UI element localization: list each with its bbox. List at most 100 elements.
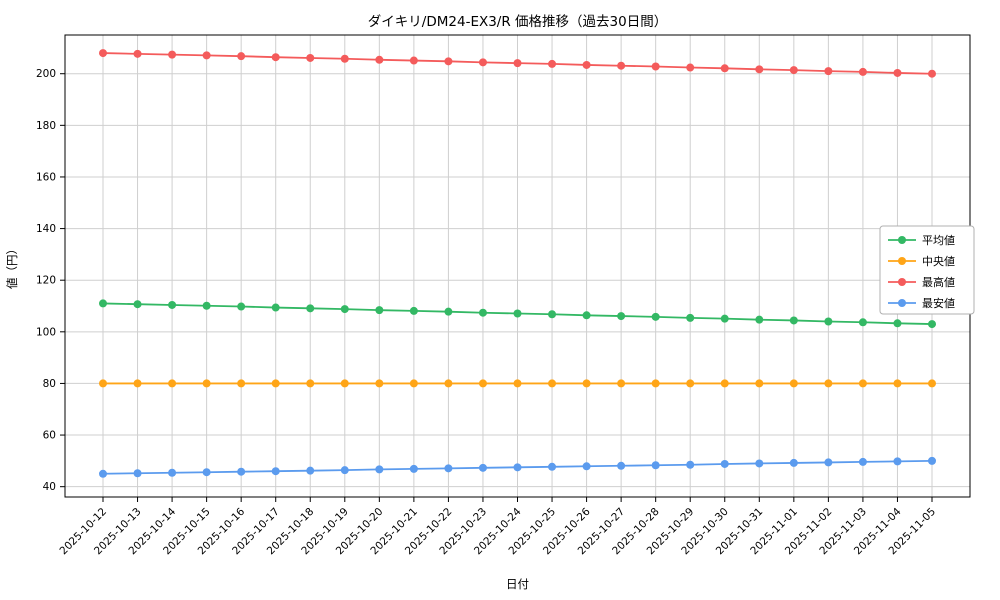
y-axis-label: 値（円） (5, 243, 19, 289)
data-point (582, 60, 591, 69)
data-point (617, 379, 626, 388)
data-point (548, 379, 557, 388)
legend-marker (898, 278, 906, 286)
data-point (375, 465, 384, 474)
data-point (824, 379, 833, 388)
data-point (444, 464, 453, 473)
data-point (202, 468, 211, 477)
data-point (858, 318, 867, 327)
data-point (686, 379, 695, 388)
data-point (271, 53, 280, 62)
data-point (928, 69, 936, 78)
data-point (789, 66, 798, 75)
data-point (375, 379, 384, 388)
data-point (99, 379, 107, 388)
series-最安値 (99, 456, 936, 478)
data-point (168, 468, 177, 477)
data-point (582, 311, 591, 320)
data-point (617, 312, 626, 321)
data-point (409, 306, 418, 315)
data-point (893, 379, 902, 388)
data-point (617, 461, 626, 470)
data-point (928, 379, 936, 388)
data-point (237, 467, 246, 476)
data-point (444, 307, 453, 316)
data-point (478, 58, 487, 67)
data-point (858, 67, 867, 76)
data-point (306, 304, 315, 313)
data-point (340, 466, 349, 475)
y-tick-label: 160 (36, 171, 56, 183)
x-axis-ticks: 2025-10-122025-10-132025-10-142025-10-15… (57, 497, 938, 557)
data-point (478, 463, 487, 472)
data-point (444, 57, 453, 66)
data-point (237, 52, 246, 61)
data-point (202, 301, 211, 310)
y-tick-label: 80 (43, 378, 56, 390)
data-point (928, 456, 936, 465)
data-point (582, 462, 591, 471)
data-point (202, 51, 211, 60)
y-axis-ticks: 40 60 80 100 120 140 160 180 200 (36, 68, 65, 493)
y-tick-label: 180 (36, 120, 56, 132)
data-point (858, 379, 867, 388)
chart-title: ダイキリ/DM24-EX3/R 価格推移（過去30日間） (367, 14, 668, 30)
data-point (513, 309, 522, 318)
data-point (651, 312, 660, 321)
data-point (789, 316, 798, 325)
data-point (789, 379, 798, 388)
legend-marker (898, 257, 906, 265)
data-point (513, 463, 522, 472)
legend-marker (898, 299, 906, 307)
data-point (306, 53, 315, 62)
data-point (755, 459, 764, 468)
data-point (133, 300, 142, 309)
data-point (789, 458, 798, 467)
series-中央値 (99, 379, 936, 388)
data-point (340, 379, 349, 388)
data-point (720, 314, 729, 323)
legend-box (879, 225, 975, 315)
data-point (306, 466, 315, 475)
data-point (99, 469, 107, 478)
data-point (168, 50, 177, 59)
data-point (686, 63, 695, 72)
data-point (755, 315, 764, 324)
legend-label: 最高値 (922, 275, 955, 289)
data-point (271, 467, 280, 476)
data-point (409, 379, 418, 388)
data-point (133, 379, 142, 388)
data-point (271, 303, 280, 312)
data-point (582, 379, 591, 388)
data-point (824, 67, 833, 76)
data-point (893, 457, 902, 466)
data-point (686, 460, 695, 469)
data-point (306, 379, 315, 388)
data-point (133, 469, 142, 478)
data-point (858, 457, 867, 466)
y-tick-label: 140 (36, 223, 56, 235)
data-point (720, 64, 729, 73)
data-point (651, 379, 660, 388)
data-point (409, 464, 418, 473)
data-point (168, 300, 177, 309)
data-point (720, 459, 729, 468)
data-point (548, 310, 557, 319)
data-point (99, 49, 107, 58)
data-point (99, 299, 107, 308)
legend-marker (898, 236, 906, 244)
data-point (444, 379, 453, 388)
series-最高値 (99, 49, 936, 78)
data-point (824, 317, 833, 326)
data-point (133, 49, 142, 58)
y-tick-label: 40 (43, 481, 56, 493)
data-point (720, 379, 729, 388)
data-point (755, 379, 764, 388)
data-point (478, 379, 487, 388)
data-point (409, 56, 418, 65)
legend-label: 最安値 (922, 296, 955, 310)
data-point (375, 306, 384, 315)
data-point (478, 308, 487, 317)
